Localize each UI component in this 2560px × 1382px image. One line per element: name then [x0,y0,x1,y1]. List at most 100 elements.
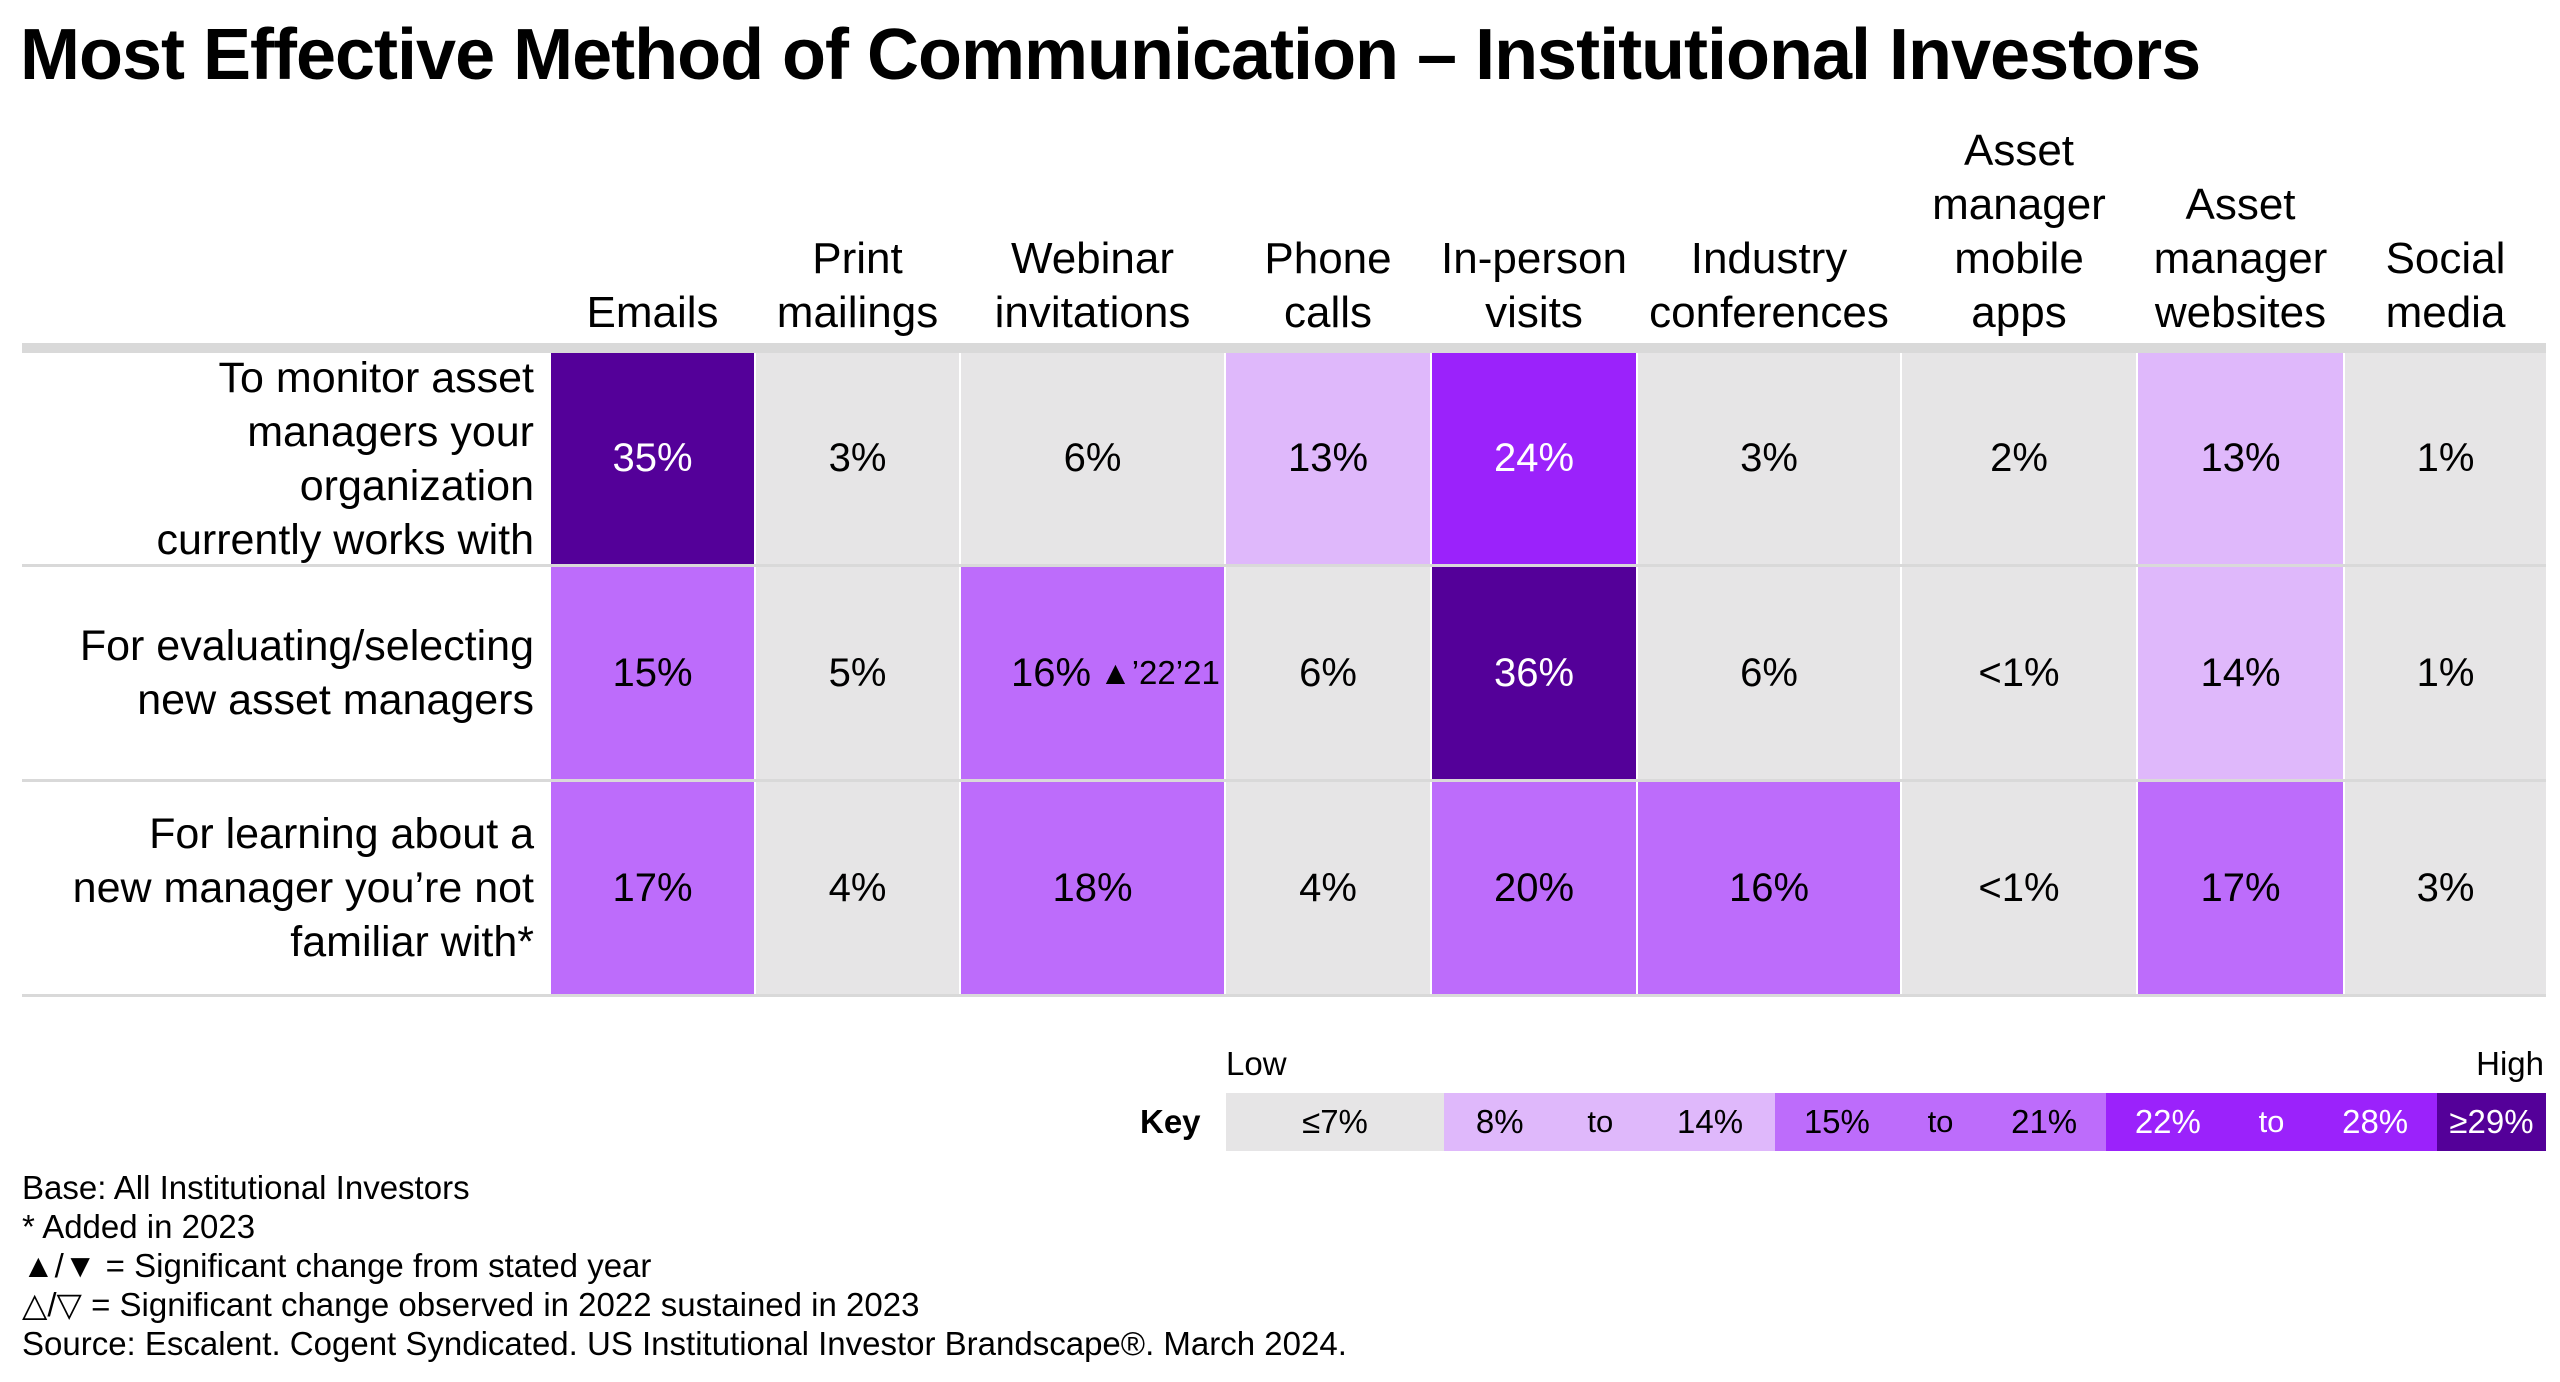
cell-value: <1% [1978,865,2060,910]
legend-band-from: 22% [2134,1103,2201,1140]
cell-value: 5% [828,650,887,695]
column-header-line: Print [812,234,903,283]
row-label-line: new manager you’re not [72,864,534,912]
heatmap-cell: 17% [2138,782,2343,994]
heatmap-cell: 35% [551,353,754,564]
row-label-line: managers your [247,407,534,456]
cell-value: 16% [1011,650,1092,695]
heatmap-cell: 18% [961,782,1224,994]
column-header-line: Emails [586,288,719,337]
row-label-line: currently works with [156,515,534,564]
legend-band-from: 15% [1803,1103,1870,1140]
cell-value: 2% [1990,436,2048,480]
heatmap-cell: 13% [2138,353,2343,564]
column-header-line: websites [2154,288,2327,337]
cell-value: 13% [1287,436,1369,480]
heatmap-cell: <1% [1902,782,2136,994]
heatmap-cell: 4% [756,782,959,994]
cell-value: 3% [1740,436,1798,480]
column-header: Print mailings [756,130,959,340]
heatmap-cell: 6% [1226,567,1430,779]
heatmap-cell: 17% [551,782,754,994]
footnote-source: Source: Escalent. Cogent Syndicated. US … [22,1325,1347,1362]
legend-band-from: 8% [1475,1103,1524,1140]
column-header-line: manager [1932,180,2106,229]
legend-band-connector: to [2258,1104,2285,1139]
heatmap-cell: 5% [756,567,959,779]
footnote-significance: ▲/▼ = Significant change from stated yea… [22,1247,652,1284]
column-header: Asset manager mobile apps [1902,126,2136,340]
row-divider [22,564,2546,567]
cell-value: 4% [1299,865,1357,910]
column-header-line: media [2385,288,2506,337]
row-divider [22,779,2546,782]
column-header: Social media [2345,130,2546,340]
cell-value: 6% [1063,436,1122,480]
legend-band-from: ≤7% [1302,1103,1368,1140]
cell-value: 15% [612,650,693,695]
row-label: To monitor asset managers your organizatio… [22,353,534,564]
column-header-line: visits [1485,288,1583,337]
heatmap-cell: 16% ▲’22’21 [961,567,1224,779]
column-header-line: mobile [1954,234,2084,283]
legend-band: ≥29% [2437,1093,2546,1151]
cell-value: 6% [1740,650,1798,695]
footnotes: Base: All Institutional Investors * Adde… [22,1168,1347,1363]
heatmap-cell: 24% [1432,353,1636,564]
heatmap-cell: 1% [2345,567,2546,779]
column-header-line: apps [1971,288,2067,337]
heatmap-cell: 1% [2345,353,2546,564]
column-header-line: mailings [776,288,939,337]
column-header-line: Phone [1264,234,1392,283]
cell-value: 3% [828,436,887,480]
footnote-base: Base: All Institutional Investors [22,1169,470,1206]
legend-low-label: Low [1226,1045,1287,1082]
legend-high-label: High [2476,1045,2544,1082]
legend-band: ≤7% [1226,1093,1444,1151]
cell-value: 14% [2200,650,2281,695]
column-header: Webinar invitations [961,130,1224,340]
row-label: For learning about a new manager you’re n… [22,782,534,994]
cell-value: 35% [612,436,693,480]
heatmap-cell: 3% [2345,782,2546,994]
cell-value: 1% [2416,650,2475,695]
row-label-line: For learning about a [149,810,534,858]
cell-value: 3% [2416,865,2475,910]
row-label-line: new asset managers [137,676,534,724]
heatmap-cell: 20% [1432,782,1636,994]
footnote-sustained: △/▽ = Significant change observed in 202… [22,1286,920,1323]
footnote-added: * Added in 2023 [22,1208,256,1245]
cell-value: 20% [1493,865,1575,910]
cell-value: 36% [1493,650,1575,695]
row-divider [22,994,2546,997]
column-header-line: Webinar [1010,234,1175,283]
column-header-line: conferences [1649,288,1889,337]
heatmap-cell: 2% [1902,353,2136,564]
column-header-line: invitations [994,288,1191,337]
legend-band-connector: to [1927,1104,1954,1139]
cell-value: 13% [2200,436,2281,480]
column-header: Industry conferences [1638,130,1900,340]
column-header-line: Social [2385,234,2506,283]
cell-value: 18% [1052,865,1133,910]
heatmap-cell: 14% [2138,567,2343,779]
heatmap-cell: 6% [961,353,1224,564]
heatmap-cell: 4% [1226,782,1430,994]
significance-marker: ▲’22’21 [1099,654,1220,691]
column-header-line: Asset [1963,126,2075,175]
column-header: Emails [551,130,754,340]
cell-value: <1% [1978,650,2060,695]
column-header: In-person visits [1432,130,1636,340]
heatmap-cell: <1% [1902,567,2136,779]
heatmap-cell: 13% [1226,353,1430,564]
cell-value: 1% [2416,436,2475,480]
legend-key-label: Key [1140,1103,1201,1140]
legend-band-to: 21% [2011,1103,2078,1140]
row-label-line: familiar with* [290,918,534,966]
column-header: Phone calls [1226,130,1430,340]
row-label-line: For evaluating/selecting [79,622,534,670]
header-divider [22,343,2546,353]
legend-band-from: ≥29% [2449,1103,2534,1140]
chart-title: Most Effective Method of Communication –… [20,15,2201,95]
cell-value: 4% [828,865,887,910]
